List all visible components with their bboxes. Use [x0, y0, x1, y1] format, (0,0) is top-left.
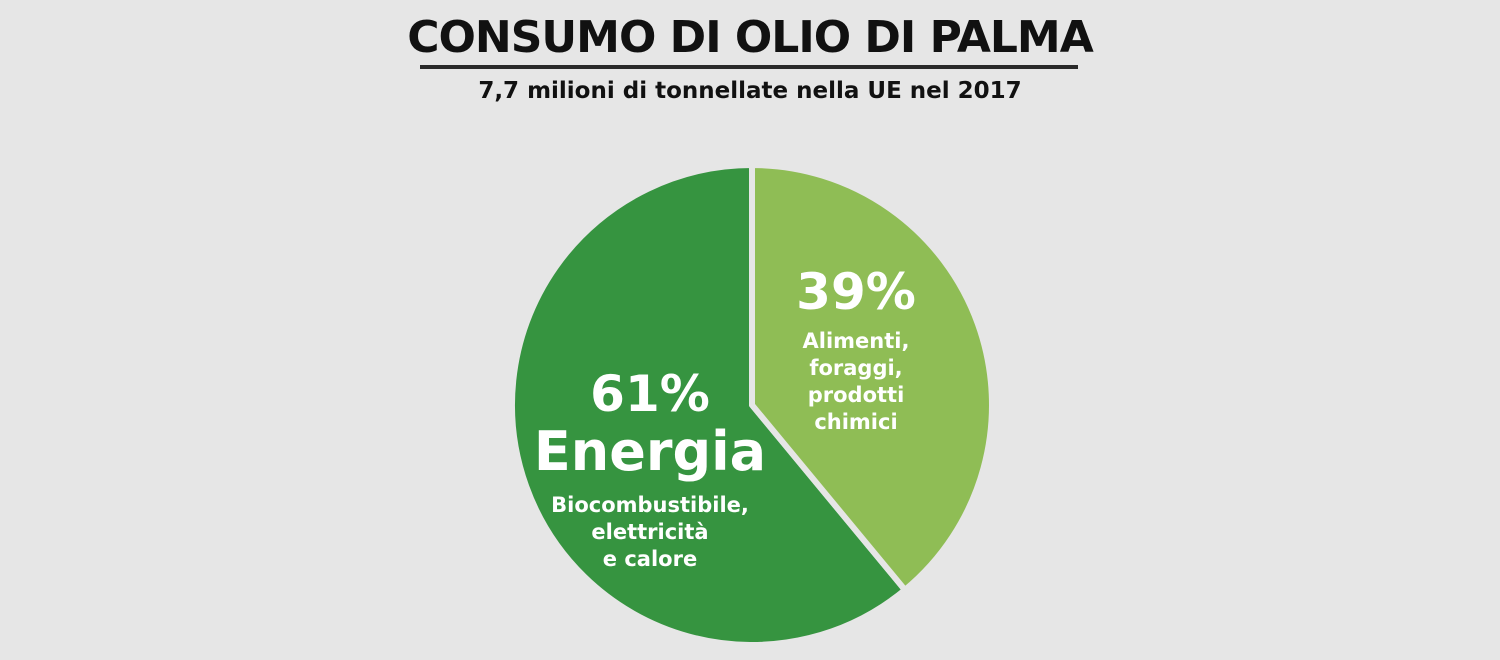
alimenti-description: Alimenti, foraggi, prodotti chimici: [776, 328, 936, 436]
energia-name-label: Energia: [533, 420, 767, 483]
energia-percent-label: 61%: [590, 365, 710, 423]
alimenti-label-group: 39% Alimenti, foraggi, prodotti chimici: [776, 264, 936, 436]
pie-slice-alimenti: [749, 162, 995, 593]
chart-title: CONSUMO DI OLIO DI PALMA: [407, 12, 1094, 63]
alimenti-description-line: foraggi,: [809, 356, 903, 380]
alimenti-description-line: Alimenti,: [802, 329, 910, 353]
energia-label-group: 61% Energia Biocombustibile, elettricità…: [500, 366, 800, 573]
chart-subtitle: 7,7 milioni di tonnellate nella UE nel 2…: [478, 78, 1022, 104]
alimenti-description-line: chimici: [814, 410, 898, 434]
energia-description: Biocombustibile, elettricità e calore: [500, 492, 800, 573]
energia-description-line: elettricità: [591, 520, 709, 544]
pie-slice-energia: [509, 162, 908, 648]
alimenti-description-line: prodotti: [807, 383, 905, 407]
alimenti-percent-label: 39%: [796, 263, 916, 321]
energia-description-line: e calore: [602, 547, 698, 571]
energia-description-line: Biocombustibile,: [551, 493, 749, 517]
title-underline: [420, 65, 1078, 69]
